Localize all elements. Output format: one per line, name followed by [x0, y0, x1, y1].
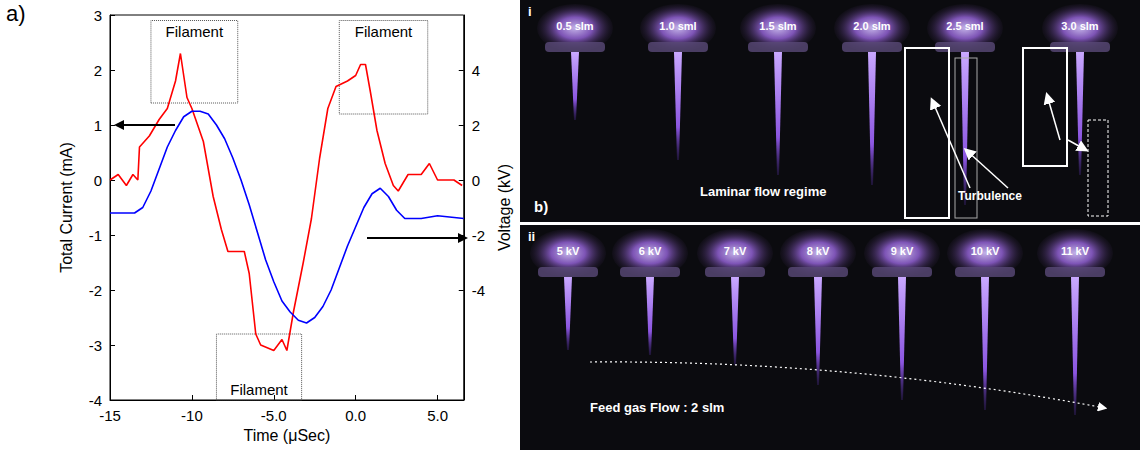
svg-text:-3: -3 [89, 337, 102, 354]
svg-text:4: 4 [472, 62, 480, 79]
svg-text:-10: -10 [181, 407, 203, 424]
svg-text:Voltage (kV): Voltage (kV) [496, 164, 513, 251]
svg-text:-2: -2 [472, 227, 485, 244]
svg-text:Feed gas Flow : 2 slm: Feed gas Flow : 2 slm [590, 400, 724, 415]
svg-text:ii: ii [528, 229, 535, 244]
svg-text:0.0: 0.0 [345, 407, 366, 424]
svg-text:Total Current (mA): Total Current (mA) [58, 142, 75, 273]
svg-text:Filament: Filament [230, 381, 288, 398]
svg-text:Time (μSec): Time (μSec) [243, 427, 330, 444]
svg-text:1.5 slm: 1.5 slm [759, 20, 797, 32]
svg-text:3: 3 [94, 7, 102, 24]
svg-text:0: 0 [94, 172, 102, 189]
svg-text:i: i [528, 4, 532, 19]
svg-text:-5.0: -5.0 [261, 407, 287, 424]
svg-text:0.5 slm: 0.5 slm [556, 20, 594, 32]
svg-text:10 kV: 10 kV [971, 245, 1000, 257]
svg-text:-4: -4 [89, 392, 102, 409]
svg-text:Filament: Filament [355, 23, 413, 40]
svg-text:2: 2 [472, 117, 480, 134]
svg-text:8 kV: 8 kV [807, 245, 830, 257]
svg-text:9 kV: 9 kV [891, 245, 914, 257]
svg-text:11 kV: 11 kV [1061, 245, 1090, 257]
svg-text:a): a) [6, 1, 26, 26]
svg-text:1: 1 [94, 117, 102, 134]
svg-text:5 kV: 5 kV [557, 245, 580, 257]
svg-text:5.0: 5.0 [427, 407, 448, 424]
svg-text:2: 2 [94, 62, 102, 79]
svg-text:2.0 slm: 2.0 slm [853, 20, 891, 32]
svg-text:7 kV: 7 kV [724, 245, 747, 257]
svg-text:0: 0 [472, 172, 480, 189]
svg-text:3.0 slm: 3.0 slm [1061, 20, 1099, 32]
svg-text:-1: -1 [89, 227, 102, 244]
svg-text:b): b) [534, 198, 548, 215]
svg-text:1.0 sml: 1.0 sml [659, 20, 696, 32]
svg-text:-2: -2 [89, 282, 102, 299]
svg-text:6 kV: 6 kV [639, 245, 662, 257]
svg-text:Laminar flow regime: Laminar flow regime [700, 184, 826, 199]
svg-text:-4: -4 [472, 282, 485, 299]
svg-text:2.5 sml: 2.5 sml [946, 20, 983, 32]
svg-text:Filament: Filament [166, 23, 224, 40]
svg-text:Turbulence: Turbulence [958, 189, 1022, 203]
svg-text:-15: -15 [99, 407, 121, 424]
